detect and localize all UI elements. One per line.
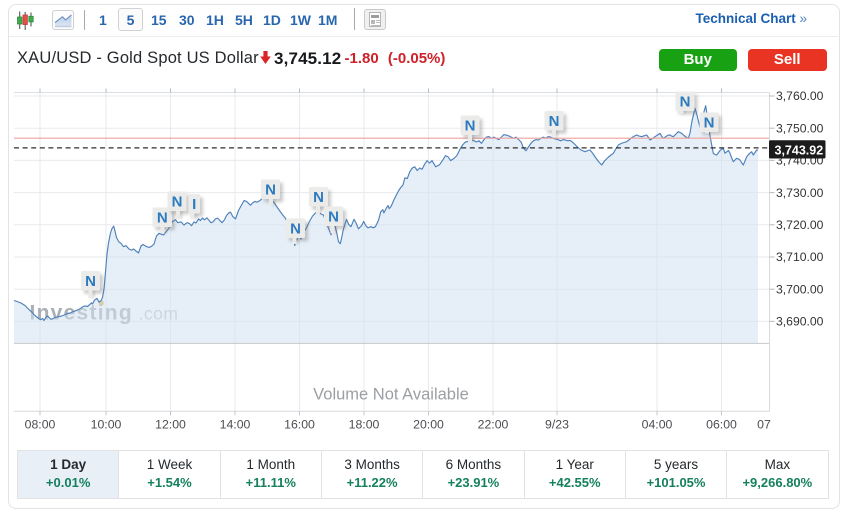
svg-text:08:00: 08:00 [25, 418, 56, 432]
svg-text:3,710.00: 3,710.00 [776, 250, 824, 264]
svg-text:22:00: 22:00 [478, 418, 509, 432]
svg-text:I: I [192, 196, 196, 213]
svg-text:9/23: 9/23 [545, 418, 569, 432]
svg-text:07: 07 [757, 418, 771, 432]
svg-text:N: N [328, 209, 339, 226]
svg-text:N: N [172, 194, 183, 211]
svg-text:N: N [157, 210, 168, 227]
svg-text:N: N [290, 221, 301, 238]
svg-text:10:00: 10:00 [91, 418, 122, 432]
svg-text:12:00: 12:00 [155, 418, 186, 432]
svg-text:06:00: 06:00 [706, 418, 737, 432]
svg-text:3,730.00: 3,730.00 [776, 186, 824, 200]
svg-text:N: N [465, 118, 476, 135]
svg-text:3,743.92: 3,743.92 [775, 143, 824, 157]
svg-text:18:00: 18:00 [349, 418, 380, 432]
svg-text:04:00: 04:00 [642, 418, 673, 432]
svg-text:3,760.00: 3,760.00 [776, 89, 824, 103]
svg-text:Volume Not Available: Volume Not Available [313, 385, 469, 403]
svg-text:3,720.00: 3,720.00 [776, 218, 824, 232]
svg-text:3,700.00: 3,700.00 [776, 282, 824, 296]
svg-text:3,690.00: 3,690.00 [776, 315, 824, 329]
svg-text:20:00: 20:00 [413, 418, 444, 432]
svg-text:N: N [549, 113, 560, 130]
svg-text:N: N [85, 273, 96, 290]
svg-text:N: N [680, 94, 691, 111]
svg-text:N: N [265, 182, 276, 199]
svg-text:N: N [704, 115, 715, 132]
svg-text:14:00: 14:00 [220, 418, 251, 432]
svg-text:16:00: 16:00 [284, 418, 315, 432]
svg-text:3,750.00: 3,750.00 [776, 121, 824, 135]
svg-text:N: N [313, 189, 324, 206]
